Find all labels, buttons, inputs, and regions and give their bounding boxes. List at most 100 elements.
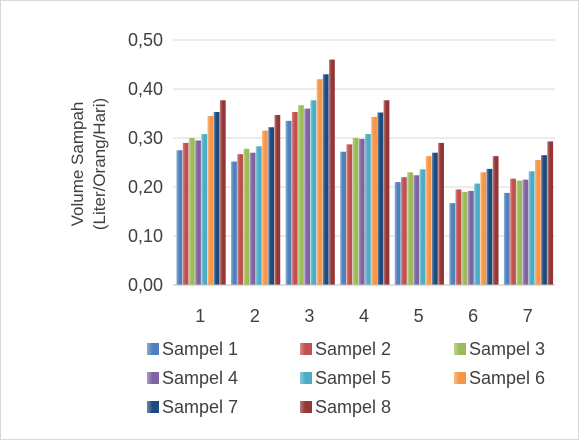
y-tick-label: 0,00 (128, 275, 163, 295)
bar (486, 168, 493, 285)
bar (541, 155, 547, 285)
bar (255, 146, 262, 285)
bar (352, 138, 359, 285)
legend-swatch (147, 401, 159, 413)
bar (425, 156, 432, 285)
bar (371, 116, 377, 286)
legend-label: Sampel 6 (469, 368, 545, 388)
bar (413, 175, 420, 285)
bar (262, 130, 268, 285)
bar (474, 183, 480, 285)
bar (503, 192, 510, 285)
y-axis-title-units: (Liter/Orang/Hari) (90, 98, 109, 230)
y-tick-label: 0,10 (128, 226, 163, 246)
legend-item: Sampel 8 (300, 397, 391, 417)
bar (231, 161, 237, 285)
bar (383, 100, 390, 286)
bar (516, 180, 523, 285)
bar (176, 150, 183, 285)
bar (461, 191, 468, 285)
bar (510, 178, 516, 285)
bar (243, 148, 250, 285)
bar (291, 112, 298, 285)
legend-label: Sampel 7 (162, 397, 238, 417)
legend: Sampel 1 Sampel 2 Sampel 3 Sampel 4 Sampel 5… (147, 339, 545, 417)
bar (298, 105, 304, 285)
bar (407, 172, 413, 285)
bar (492, 156, 499, 285)
bar (237, 154, 244, 285)
bars (176, 59, 554, 286)
bar (346, 144, 353, 285)
x-tick-label: 2 (250, 306, 260, 326)
bar (358, 138, 365, 285)
x-tick-label: 1 (195, 306, 205, 326)
legend-swatch (300, 343, 312, 355)
bar (188, 138, 195, 285)
bar (322, 74, 329, 285)
bar (449, 203, 456, 285)
bar (329, 59, 335, 285)
legend-item: Sampel 6 (454, 368, 545, 388)
legend-label: Sampel 8 (315, 397, 391, 417)
legend-item: Sampel 4 (147, 368, 238, 388)
legend-swatch (300, 372, 312, 384)
y-axis-ticks: 0,00 0,10 0,20 0,30 0,40 0,50 (128, 30, 163, 295)
bar (285, 120, 292, 285)
bar (455, 189, 462, 285)
bar (431, 152, 438, 285)
legend-swatch (454, 372, 466, 384)
bar (528, 171, 535, 285)
bar (201, 134, 208, 285)
bar (195, 140, 201, 285)
bar (182, 142, 189, 285)
y-tick-label: 0,20 (128, 177, 163, 197)
legend-item: Sampel 2 (300, 339, 391, 359)
legend-swatch (454, 343, 466, 355)
legend-label: Sampel 4 (162, 368, 238, 388)
x-tick-label: 3 (304, 306, 314, 326)
legend-label: Sampel 3 (469, 339, 545, 359)
bar (377, 112, 384, 286)
bar (219, 100, 226, 286)
x-tick-label: 4 (359, 306, 369, 326)
legend-swatch (147, 343, 159, 355)
bar (394, 182, 401, 285)
bar (213, 112, 220, 285)
bar (480, 172, 487, 285)
bar (365, 134, 371, 285)
legend-item: Sampel 5 (300, 368, 391, 388)
y-axis-title: Volume Sampah (68, 102, 87, 227)
bar (310, 100, 317, 286)
legend-swatch (147, 372, 159, 384)
bar (274, 114, 281, 285)
bar (467, 190, 474, 285)
bar (340, 151, 346, 285)
x-tick-label: 5 (414, 306, 424, 326)
bar (419, 169, 426, 285)
y-tick-label: 0,30 (128, 128, 163, 148)
legend-swatch (300, 401, 312, 413)
y-tick-label: 0,40 (128, 79, 163, 99)
legend-label: Sampel 2 (315, 339, 391, 359)
bar (207, 115, 214, 285)
y-tick-label: 0,50 (128, 30, 163, 50)
legend-label: Sampel 5 (315, 368, 391, 388)
legend-item: Sampel 3 (454, 339, 545, 359)
legend-item: Sampel 1 (147, 339, 238, 359)
bar (268, 127, 275, 285)
legend-label: Sampel 1 (162, 339, 238, 359)
legend-item: Sampel 7 (147, 397, 238, 417)
bar (400, 177, 407, 285)
bar (534, 160, 541, 285)
bar (316, 79, 323, 285)
bar (304, 108, 311, 285)
bar (547, 141, 554, 285)
bar (249, 152, 256, 285)
x-axis-ticks: 1 2 3 4 5 6 7 (195, 306, 532, 326)
x-tick-label: 6 (468, 306, 478, 326)
bar (438, 142, 444, 285)
x-tick-label: 7 (523, 306, 533, 326)
